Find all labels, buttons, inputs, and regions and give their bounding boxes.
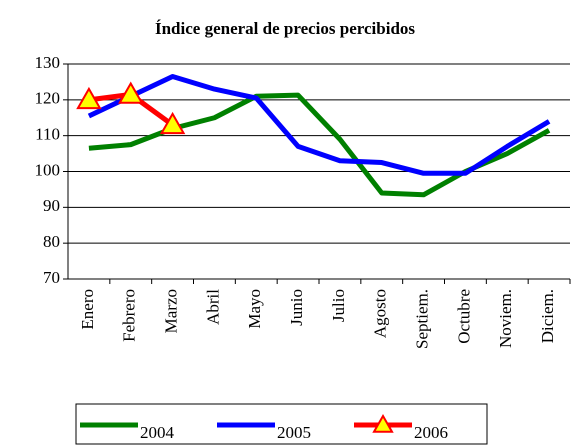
x-tick-label: Agosto (371, 289, 390, 338)
y-tick-label: 70 (43, 268, 60, 287)
legend-label: 2005 (277, 423, 311, 442)
x-tick-label: Junio (287, 289, 306, 326)
series-line (87, 74, 551, 176)
y-tick-label: 100 (35, 160, 61, 179)
x-tick-label: Julio (329, 289, 348, 322)
x-tick-label: Octubre (454, 289, 473, 344)
legend-box (75, 403, 488, 445)
marker (76, 86, 102, 110)
y-tick-label: 110 (35, 125, 60, 144)
x-tick-label: Abril (203, 289, 222, 325)
x-tick-label: Noviem. (496, 289, 515, 348)
x-tick-label: Septiem. (412, 289, 431, 349)
x-tick-label: Mayo (245, 289, 264, 329)
x-tick-label: Enero (78, 289, 97, 330)
marker (118, 81, 144, 104)
marker (159, 111, 186, 135)
x-tick-label: Diciem. (538, 289, 557, 343)
legend-marker (372, 413, 394, 433)
x-tick-label: Marzo (161, 289, 180, 333)
y-tick-label: 90 (43, 196, 60, 215)
legend-label: 2004 (140, 423, 175, 442)
y-tick-label: 80 (43, 232, 60, 251)
chart-title: Índice general de precios percibidos (155, 19, 415, 38)
legend-label: 2006 (414, 423, 448, 442)
y-tick-label: 130 (35, 53, 61, 72)
y-tick-label: 120 (35, 89, 61, 108)
x-tick-label: Febrero (120, 289, 139, 342)
